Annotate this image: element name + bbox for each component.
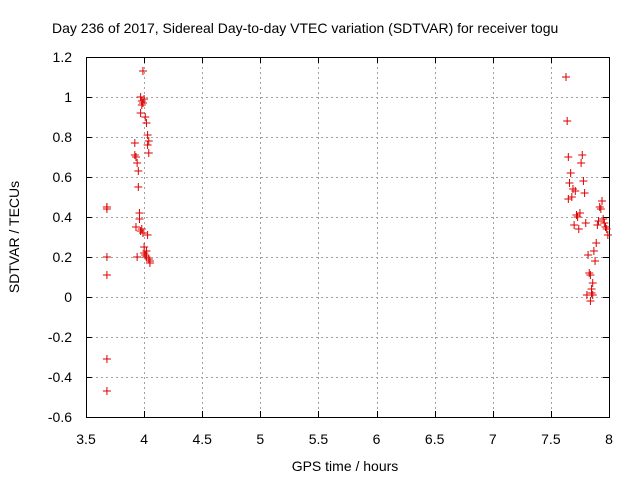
data-point — [579, 177, 588, 185]
data-point — [603, 231, 612, 239]
data-point — [572, 211, 581, 219]
y-tick-label: 0 — [64, 289, 72, 305]
plot-area-border — [86, 57, 610, 418]
x-axis-tick-labels: 3.5 4 4.5 5 5.5 6 6.5 7 7.5 8 — [76, 431, 613, 447]
data-point — [143, 231, 152, 239]
y-tick-label: 1.2 — [53, 49, 73, 65]
data-point — [145, 259, 154, 267]
data-point — [571, 187, 580, 195]
data-point — [577, 159, 586, 167]
data-point — [141, 113, 150, 121]
data-point — [133, 159, 142, 167]
data-point — [589, 247, 598, 255]
data-point — [135, 215, 144, 223]
data-point — [570, 221, 579, 229]
data-point — [138, 229, 147, 237]
data-point — [580, 189, 589, 197]
data-point — [130, 139, 139, 147]
data-point — [141, 251, 150, 259]
data-point — [567, 193, 576, 201]
data-point — [134, 183, 143, 191]
y-tick-label: -0.2 — [48, 329, 72, 345]
data-point — [588, 291, 597, 299]
data-point — [143, 141, 152, 149]
x-tick-label: 6 — [373, 431, 381, 447]
data-point — [131, 153, 140, 161]
x-tick-label: 4 — [140, 431, 148, 447]
data-point — [594, 217, 603, 225]
data-point — [144, 255, 153, 263]
data-point — [102, 387, 111, 395]
data-point — [561, 73, 570, 81]
grid — [86, 57, 609, 417]
x-tick-label: 6.5 — [425, 431, 445, 447]
x-tick-label: 7 — [489, 431, 497, 447]
x-axis-label: GPS time / hours — [292, 458, 399, 474]
y-tick-label: 0.4 — [53, 209, 73, 225]
data-point — [588, 279, 597, 287]
data-point — [591, 257, 600, 265]
data-point — [586, 297, 595, 305]
data-point — [585, 269, 594, 277]
data-point — [564, 195, 573, 203]
data-point — [563, 117, 572, 125]
axis-ticks — [86, 57, 610, 418]
x-tick-label: 7.5 — [541, 431, 561, 447]
data-point — [598, 197, 607, 205]
data-point — [144, 149, 153, 157]
data-point — [144, 137, 153, 145]
data-point — [584, 251, 593, 259]
y-tick-label: -0.4 — [48, 369, 72, 385]
data-point — [102, 253, 111, 261]
data-point — [596, 205, 605, 213]
data-point — [137, 101, 146, 109]
data-point — [600, 219, 609, 227]
data-point — [602, 225, 611, 233]
data-point — [138, 99, 147, 107]
y-tick-label: -0.6 — [48, 409, 72, 425]
data-point — [102, 203, 111, 211]
data-point — [595, 203, 604, 211]
y-tick-label: 0.6 — [53, 169, 73, 185]
data-point — [131, 223, 140, 231]
data-point — [601, 223, 610, 231]
data-points — [102, 67, 612, 395]
data-point — [138, 67, 147, 75]
x-tick-label: 8 — [605, 431, 613, 447]
data-point — [564, 153, 573, 161]
y-tick-label: 0.2 — [53, 249, 73, 265]
data-point — [574, 225, 583, 233]
data-point — [592, 239, 601, 247]
data-point — [136, 93, 145, 101]
data-point — [137, 225, 146, 233]
y-tick-label: 1 — [64, 89, 72, 105]
data-point — [143, 131, 152, 139]
y-axis-label: SDTVAR / TECUs — [6, 181, 22, 293]
y-tick-label: 0.8 — [53, 129, 73, 145]
data-point — [102, 271, 111, 279]
data-point — [134, 167, 143, 175]
data-point — [565, 179, 574, 187]
data-point — [566, 169, 575, 177]
x-tick-label: 4.5 — [192, 431, 212, 447]
chart-title: Day 236 of 2017, Sidereal Day-to-day VTE… — [52, 20, 558, 36]
x-tick-label: 5 — [256, 431, 264, 447]
data-point — [140, 95, 149, 103]
data-point — [578, 151, 587, 159]
x-tick-label: 3.5 — [76, 431, 96, 447]
data-point — [136, 109, 145, 117]
y-axis-tick-labels: -0.6 -0.4 -0.2 0 0.2 0.4 0.6 0.8 1 1.2 — [48, 49, 72, 425]
data-point — [599, 215, 608, 223]
data-point — [587, 289, 596, 297]
data-point — [586, 271, 595, 279]
x-tick-label: 5.5 — [309, 431, 329, 447]
data-point — [133, 253, 142, 261]
data-point — [142, 119, 151, 127]
data-point — [575, 209, 584, 217]
data-point — [130, 151, 139, 159]
data-point — [593, 221, 602, 229]
data-point — [102, 355, 111, 363]
data-point — [581, 219, 590, 227]
